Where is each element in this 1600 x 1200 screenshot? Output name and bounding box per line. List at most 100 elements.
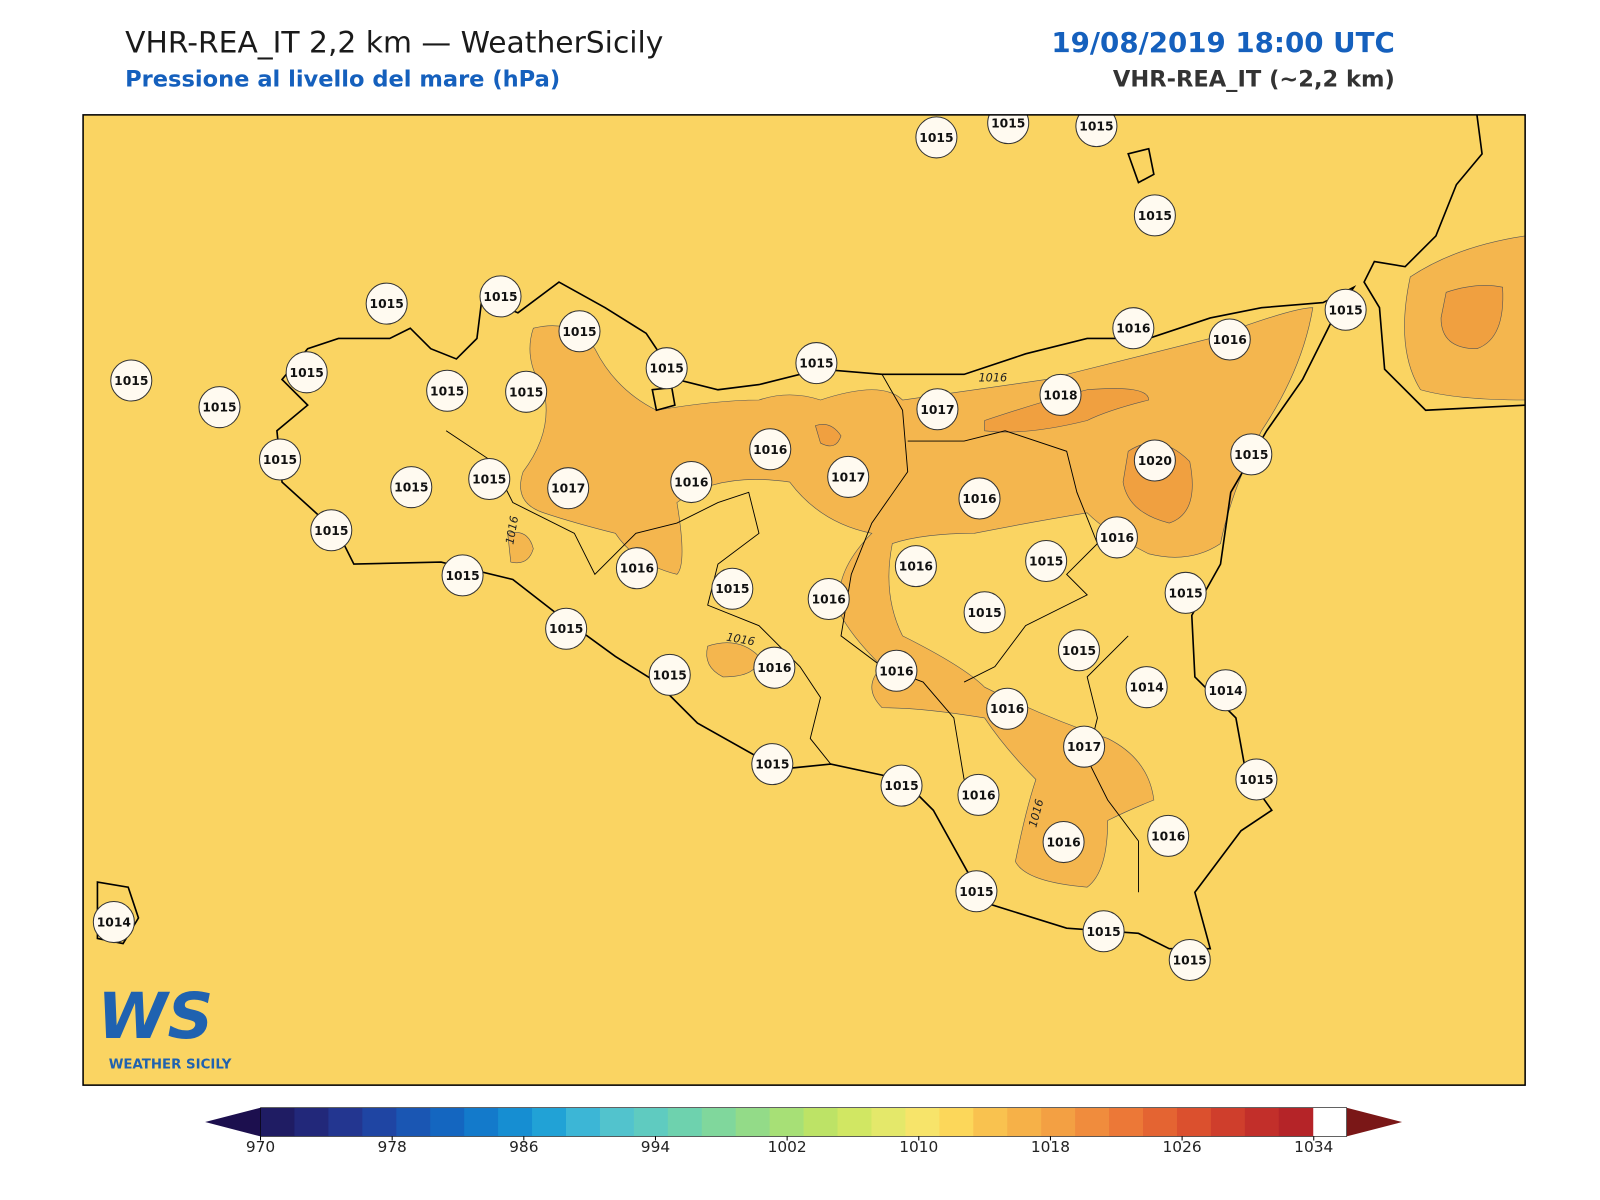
station-marker xyxy=(110,359,153,402)
station-marker xyxy=(648,653,691,696)
station-value: 1015 xyxy=(549,622,583,636)
high-area xyxy=(507,532,534,564)
station-value: 1016 xyxy=(879,664,913,678)
station: 1015 xyxy=(198,386,241,429)
station-value: 1016 xyxy=(753,443,787,457)
station-value: 1016 xyxy=(674,476,708,490)
station-marker xyxy=(987,114,1030,145)
station-value: 1016 xyxy=(1100,531,1134,545)
station: 1015 xyxy=(505,370,548,413)
station-value: 1015 xyxy=(263,453,297,467)
station-marker xyxy=(615,547,658,590)
station-value: 1017 xyxy=(1067,740,1101,754)
contour-label: 1016 xyxy=(725,631,755,649)
station-value: 1015 xyxy=(959,885,993,899)
station: 1015 xyxy=(110,359,153,402)
station-value: 1015 xyxy=(370,297,404,311)
station: 1016 xyxy=(749,428,792,471)
colorbar-box xyxy=(1278,1107,1314,1137)
subtitle: Pressione al livello del mare (hPa) xyxy=(125,67,560,93)
station: 1015 xyxy=(285,351,328,394)
station-marker xyxy=(645,347,688,390)
colorbar-box xyxy=(633,1107,669,1137)
station-value: 1015 xyxy=(919,131,953,145)
station-value: 1017 xyxy=(920,403,954,417)
station-marker xyxy=(1042,821,1085,864)
logo-name: WEATHER SICILY xyxy=(109,1058,232,1073)
station-value: 1015 xyxy=(799,357,833,371)
station-value: 1015 xyxy=(562,325,596,339)
station: 1015 xyxy=(645,347,688,390)
station-marker xyxy=(958,477,1001,520)
station: 1015 xyxy=(468,457,511,500)
contour-label: 1016 xyxy=(503,515,521,545)
stations: 1015 1015 1015 1015 1015 1015 1015 1015 1015 1016… xyxy=(92,114,1367,982)
station: 1015 xyxy=(1082,910,1125,953)
station-marker xyxy=(1235,758,1278,801)
date: 19/08/2019 18:00 UTC xyxy=(1051,26,1394,59)
station-marker xyxy=(1204,669,1247,712)
station-value: 1014 xyxy=(1130,681,1164,695)
station-value: 1015 xyxy=(653,668,687,682)
station: 1016 xyxy=(1147,814,1190,857)
station-value: 1015 xyxy=(967,606,1001,620)
logo-mark: WS xyxy=(97,979,213,1053)
colorbar-box xyxy=(1210,1107,1246,1137)
station-marker xyxy=(505,370,548,413)
station: 1015 xyxy=(1324,288,1367,331)
station: 1016 xyxy=(753,646,796,689)
station: 1016 xyxy=(670,461,713,504)
station-marker xyxy=(795,342,838,385)
station-value: 1015 xyxy=(483,290,517,304)
station: 1017 xyxy=(547,467,590,510)
station-marker xyxy=(1168,938,1211,982)
station-marker xyxy=(258,438,302,481)
colorbar-frame xyxy=(260,1107,1347,1137)
station-value: 1016 xyxy=(1213,333,1247,347)
colorbar-box xyxy=(430,1107,465,1137)
station-value: 1016 xyxy=(1151,829,1185,843)
peak-area xyxy=(1440,285,1504,350)
station-value: 1018 xyxy=(1043,388,1077,402)
station-marker xyxy=(1208,318,1251,361)
station-marker xyxy=(1063,725,1106,768)
station-marker xyxy=(915,116,958,159)
station-marker xyxy=(986,687,1029,730)
station-value: 1016 xyxy=(899,560,933,574)
colorbar-box xyxy=(735,1107,771,1137)
station: 1015 xyxy=(795,342,838,385)
station-marker xyxy=(479,275,522,318)
station: 1015 xyxy=(880,764,923,807)
station: 1014 xyxy=(1204,669,1247,712)
station: 1015 xyxy=(365,282,408,325)
station-marker xyxy=(310,509,353,552)
station: 1014 xyxy=(1125,666,1168,709)
station: 1015 xyxy=(479,275,522,318)
station: 1015 xyxy=(426,369,469,412)
station-value: 1015 xyxy=(1138,209,1172,223)
station-marker xyxy=(547,467,590,510)
station-value: 1020 xyxy=(1138,454,1172,468)
island xyxy=(1127,147,1155,184)
station-value: 1016 xyxy=(757,661,791,675)
station-marker xyxy=(92,901,135,944)
station-value: 1015 xyxy=(1329,303,1363,317)
station-value: 1015 xyxy=(394,481,428,495)
station: 1016 xyxy=(1095,516,1138,559)
station: 1015 xyxy=(1164,571,1207,614)
colorbar-box xyxy=(328,1107,363,1137)
colorbar-box xyxy=(1244,1107,1280,1137)
station-marker xyxy=(198,386,241,429)
colorbar-box xyxy=(565,1107,601,1137)
colorbar-box xyxy=(464,1107,499,1137)
station: 1015 xyxy=(987,114,1030,145)
colorbar-box xyxy=(939,1107,974,1137)
colorbar-box xyxy=(871,1107,906,1137)
station: 1020 xyxy=(1133,439,1176,482)
station-marker xyxy=(1057,629,1100,672)
colorbar-box xyxy=(498,1107,533,1137)
colorbar-tick-label: 1034 xyxy=(1294,1138,1333,1156)
